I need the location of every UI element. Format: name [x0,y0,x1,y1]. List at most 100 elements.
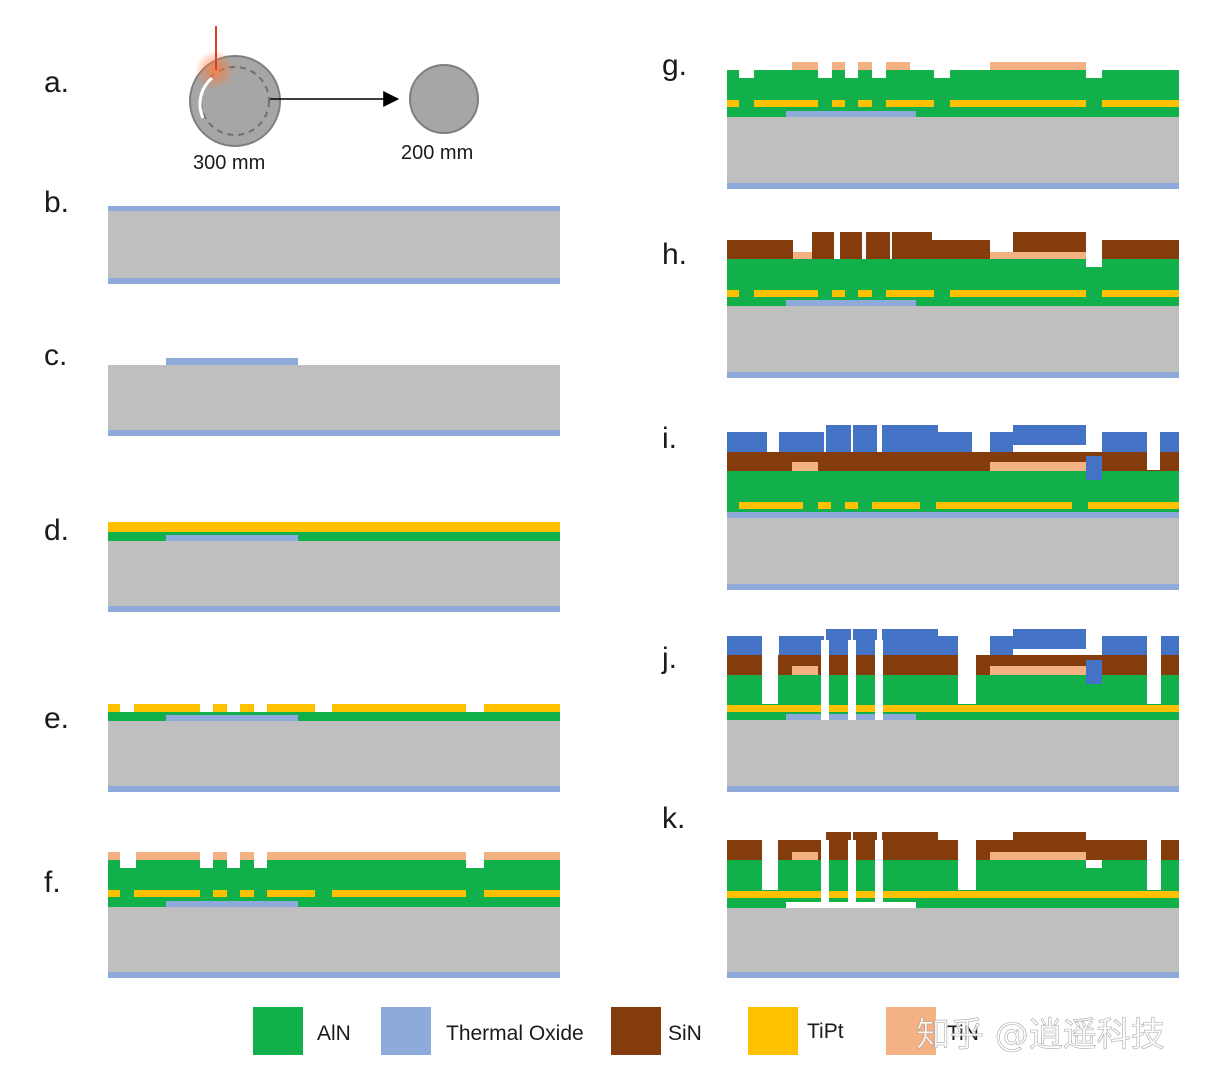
thermal-oxide-bottom [727,183,1179,189]
tipt-segment [213,704,227,712]
step-label-a: a. [44,66,69,99]
aln-layer [727,675,1179,720]
via-opening [120,860,136,868]
tin-segment [240,852,254,860]
blue-fill [1086,456,1102,480]
thermal-oxide-bottom [727,584,1179,590]
blue-layer [1160,636,1179,655]
legend-label-thermal-oxide: Thermal Oxide [446,1022,584,1045]
silicon-substrate [108,365,560,436]
tipt-segment [134,890,200,897]
thermal-oxide-bottom [108,278,560,284]
cross-section-h [727,232,1179,378]
thermal-oxide-pattern [166,535,298,541]
release-trench [762,636,778,704]
blue-layer [853,425,877,452]
watermark: 知乎 @逍遥科技 [916,1015,1165,1055]
sin-block [826,832,851,840]
tin-segment [990,252,1086,259]
thermal-oxide-bottom [108,972,560,978]
step-label-g: g. [662,49,687,82]
step-label-h: h. [662,238,687,271]
tipt-segment [727,100,739,107]
aln-layer [727,471,1179,518]
thermal-oxide-bottom [108,786,560,792]
trench [767,432,779,452]
aln-layer [727,70,1179,117]
thermal-oxide-layer [727,512,1179,518]
step-label-c: c. [44,339,67,372]
thermal-oxide-pattern [166,901,298,907]
via-opening [1086,860,1102,868]
cross-section-b [108,206,560,284]
tin-segment [990,62,1086,70]
tipt-segment [754,100,818,107]
tipt-layer [727,891,1179,898]
sin-block [1013,832,1086,852]
release-trench [762,840,778,890]
release-trench [821,640,829,720]
via-opening [227,860,240,868]
legend-swatch-aln [253,1007,303,1055]
tin-segment [832,62,845,70]
thermal-oxide-top [108,206,560,211]
wafer-resize-diagram: 300 mm 200 mm [189,26,479,174]
cross-section-e [108,704,560,792]
tin-segment [792,666,818,675]
wafer-300mm-label: 300 mm [193,152,265,174]
sin-block [727,240,793,259]
thermal-oxide-bottom [727,372,1179,378]
cross-section-f [108,852,560,978]
release-trench [848,640,856,720]
tipt-segment [886,290,934,297]
sin-block [892,232,932,259]
thermal-oxide-bottom [108,430,560,436]
sin-block [853,832,877,840]
tipt-segment [108,704,120,712]
legend-label-tin: TiN [947,1022,979,1045]
legend-swatch-tipt [748,1007,798,1055]
aln-layer [108,712,560,721]
tipt-segment [240,890,254,897]
silicon-substrate [727,720,1179,792]
blue-layer [990,636,1013,655]
tipt-segment [936,502,1072,509]
via-opening [872,70,886,78]
tipt-layer [727,705,1179,712]
trench [1147,432,1160,470]
blue-layer [826,629,851,655]
legend-label-tipt: TiPt [807,1020,844,1043]
step-label-e: e. [44,702,69,735]
tin-segment [886,62,910,70]
blue-layer [1102,432,1147,452]
trench [972,432,990,452]
tin-segment [267,852,466,860]
step-label-j: j. [661,642,677,675]
tipt-segment [484,704,560,712]
aln-layer [727,259,1179,306]
release-trench [1147,840,1161,890]
tipt-segment [332,704,466,712]
laser-cut-trace [198,76,214,119]
tipt-segment [950,100,1086,107]
blue-layer [779,432,824,452]
tipt-segment [727,290,739,297]
via-opening [254,860,267,868]
cross-section-i [727,425,1179,590]
tipt-segment [484,890,560,897]
via-opening [845,70,858,78]
blue-layer [1160,432,1179,452]
tin-segment [484,852,560,860]
tipt-segment [858,100,872,107]
tipt-segment [213,890,227,897]
tipt-segment [950,290,1086,297]
tipt-segment [1102,100,1179,107]
blue-layer [1102,636,1147,655]
tipt-segment [845,502,858,509]
legend-swatch-sin [611,1007,661,1055]
tipt-segment [332,890,466,897]
release-trench [875,640,883,720]
silicon-substrate [727,518,1179,590]
blue-layer [727,432,767,452]
